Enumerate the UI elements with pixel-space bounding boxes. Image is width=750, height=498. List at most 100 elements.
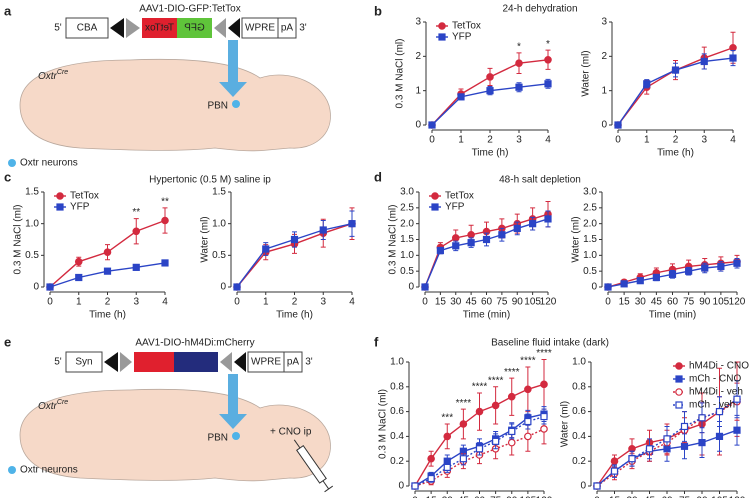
wpre: WPRE [245, 23, 275, 34]
data-point [620, 280, 628, 288]
legend-text: Oxtr neurons [20, 158, 78, 169]
legend-label: TetTox [445, 191, 474, 202]
data-point [652, 273, 660, 282]
panel-label: a [4, 3, 12, 18]
y-tick-label: 0 [33, 282, 39, 293]
y-axis-label: Water (ml) [200, 216, 211, 262]
arrow [228, 40, 238, 82]
significance: **** [456, 398, 472, 409]
y-tick-label: 0.8 [390, 381, 404, 392]
syringe-needle [293, 439, 301, 449]
significance: **** [472, 382, 488, 393]
y-tick-label: 0 [220, 282, 226, 293]
y-tick-label: 2.0 [583, 218, 597, 229]
data-point [46, 283, 54, 291]
y-tick-label: 3.0 [583, 187, 597, 198]
data-point [459, 455, 467, 463]
construct-title: AAV1-DIO-hM4Di:mCherry [135, 338, 254, 349]
data-point [680, 422, 689, 431]
data-point [451, 234, 460, 242]
y-tick-label: 1.0 [572, 357, 586, 368]
target: PBN [207, 433, 228, 444]
syringe-plunger [322, 480, 330, 490]
construct-title: AAV1-DIO-GFP:TetTox [139, 4, 241, 15]
data-point [262, 245, 270, 253]
panel-label: f [374, 334, 379, 349]
data-point [161, 216, 169, 225]
x-tick-label: 1 [76, 297, 82, 308]
lox-site [126, 18, 140, 38]
chart-title: Hypertonic (0.5 M) saline ip [149, 175, 271, 186]
data-point [717, 262, 725, 271]
y-tick-label: 0 [591, 282, 597, 293]
x-tick-label: 1 [458, 135, 464, 146]
x-tick-label: 60 [481, 297, 493, 308]
neuron-dot [232, 432, 240, 440]
significance: **** [504, 367, 520, 378]
panel-label: b [374, 3, 382, 18]
x-axis-label: Time (h) [276, 310, 313, 321]
legend-label: hM4Di - CNO [689, 361, 749, 372]
legend-label: hM4Di - veh [689, 387, 743, 398]
data-point [233, 283, 241, 291]
y-tick-label: 1.5 [583, 234, 597, 245]
data-point [467, 230, 475, 239]
significance: ** [161, 196, 169, 207]
legend-text: Oxtr neurons [20, 465, 78, 476]
genotype: OxtrCre [38, 69, 68, 82]
data-point [733, 395, 741, 403]
legend-label: TetTox [452, 21, 481, 32]
data-point [348, 220, 356, 228]
x-tick-label: 2 [105, 297, 111, 308]
x-tick-label: 105 [711, 496, 728, 498]
data-point [319, 226, 327, 234]
data-point [457, 93, 465, 101]
data-point [540, 425, 548, 433]
y-tick-label: 1.0 [400, 250, 414, 261]
y-axis-label: Water (ml) [560, 401, 571, 447]
x-tick-label: 3 [133, 297, 139, 308]
significance: **** [536, 348, 552, 359]
lox-site [234, 352, 246, 372]
y-tick-label: 0.2 [390, 456, 404, 467]
data-point [643, 80, 651, 88]
series-line [596, 401, 738, 487]
data-point [507, 438, 516, 447]
y-tick-label: 1 [601, 85, 607, 96]
y-tick-label: 2.5 [400, 202, 414, 213]
x-tick-label: 1 [263, 297, 269, 308]
data-point [610, 467, 619, 475]
x-tick-label: 105 [524, 297, 541, 308]
y-tick-label: 2 [415, 51, 421, 62]
genotype-superscript: Cre [57, 399, 68, 406]
data-point [680, 442, 689, 450]
x-tick-label: 120 [729, 496, 746, 498]
panel-label: e [4, 334, 11, 349]
data-point [486, 73, 494, 81]
y-tick-label: 0.4 [572, 431, 586, 442]
y-tick-label: 0 [580, 481, 586, 492]
data-point [132, 227, 141, 236]
y-tick-label: 0.6 [572, 406, 586, 417]
x-tick-label: 75 [683, 297, 695, 308]
x-tick-label: 90 [699, 297, 711, 308]
lox-site [104, 352, 118, 372]
series-line [414, 415, 545, 487]
y-axis-label: 0.3 M NaCl (ml) [13, 204, 24, 274]
significance: ** [132, 207, 140, 218]
significance: *** [441, 413, 453, 424]
data-point [540, 412, 548, 421]
data-point [733, 426, 741, 434]
data-point [498, 231, 506, 239]
lox-site [214, 18, 226, 38]
y-axis-label: 0.3 M NaCl (ml) [388, 204, 399, 274]
data-point [610, 457, 619, 466]
gene-box [142, 18, 177, 38]
polya-box [283, 351, 303, 373]
legend-label: mCh - veh [689, 400, 735, 411]
chart-title: 24-h dehydration [502, 4, 577, 15]
x-tick-label: 2 [487, 135, 493, 146]
y-tick-label: 1.0 [212, 218, 226, 229]
data-point [524, 432, 532, 441]
